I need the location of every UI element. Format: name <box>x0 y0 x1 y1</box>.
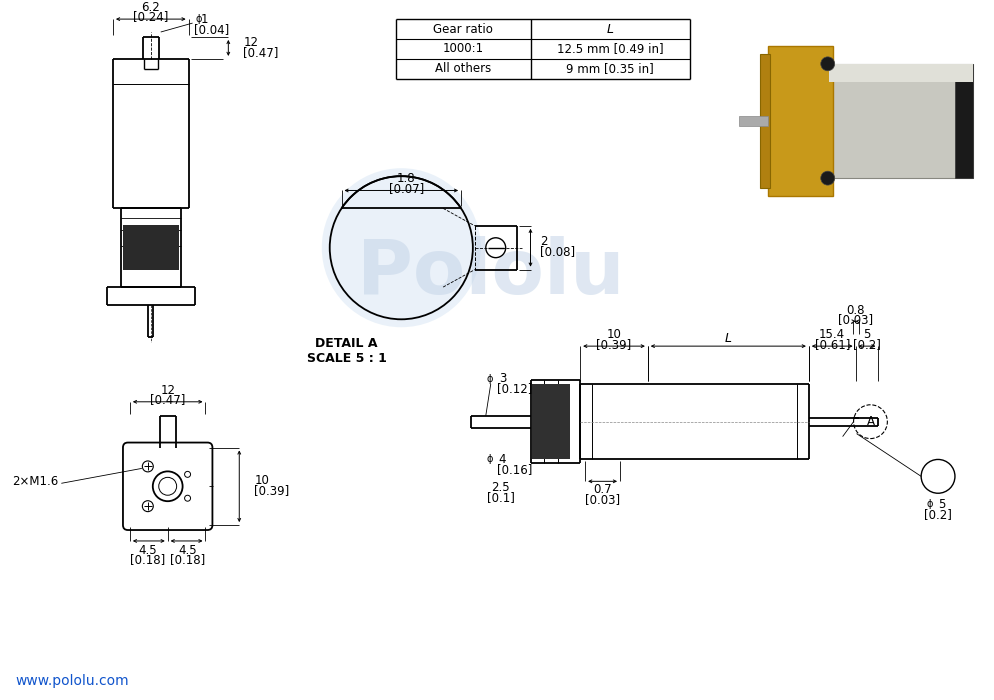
FancyBboxPatch shape <box>123 442 212 530</box>
Text: 10: 10 <box>606 328 621 341</box>
Text: 0.7: 0.7 <box>592 483 610 496</box>
Text: A: A <box>866 415 874 428</box>
Text: 2: 2 <box>540 235 548 248</box>
Circle shape <box>321 168 480 327</box>
Text: 5: 5 <box>863 328 870 341</box>
Text: 0.8: 0.8 <box>846 304 864 317</box>
Bar <box>729 34 982 233</box>
Text: 5: 5 <box>937 498 944 511</box>
Text: 4.5: 4.5 <box>178 545 197 557</box>
Text: [0.2]: [0.2] <box>923 508 951 521</box>
Text: www.pololu.com: www.pololu.com <box>16 674 129 688</box>
Text: [0.18]: [0.18] <box>170 553 205 566</box>
Text: ϕ: ϕ <box>925 499 932 509</box>
Text: 9 mm [0.35 in]: 9 mm [0.35 in] <box>566 62 653 76</box>
Bar <box>759 54 769 188</box>
Text: Pololu: Pololu <box>357 236 624 309</box>
Text: [0.08]: [0.08] <box>540 245 575 258</box>
Text: 12.5 mm [0.49 in]: 12.5 mm [0.49 in] <box>557 43 663 55</box>
Bar <box>767 46 832 196</box>
Bar <box>123 225 179 270</box>
Bar <box>828 64 972 82</box>
Text: All others: All others <box>434 62 491 76</box>
Text: [0.61]: [0.61] <box>814 337 849 351</box>
Text: L: L <box>724 332 731 344</box>
Text: 15.4: 15.4 <box>818 328 845 341</box>
Text: 1000:1: 1000:1 <box>442 43 483 55</box>
Text: 6.2: 6.2 <box>141 1 160 14</box>
Text: 4.5: 4.5 <box>138 545 157 557</box>
Text: [0.18]: [0.18] <box>130 553 165 566</box>
Text: ϕ: ϕ <box>486 454 492 464</box>
Text: 1: 1 <box>201 13 208 26</box>
Text: [0.39]: [0.39] <box>595 337 631 351</box>
Text: [0.03]: [0.03] <box>837 313 873 326</box>
Text: [0.1]: [0.1] <box>486 491 514 504</box>
Text: [0.07]: [0.07] <box>389 182 423 195</box>
Text: [0.47]: [0.47] <box>150 393 185 406</box>
Text: ϕ: ϕ <box>196 14 202 24</box>
Text: L: L <box>606 22 613 36</box>
Circle shape <box>820 172 834 185</box>
Text: [0.12]: [0.12] <box>496 382 532 396</box>
Text: 10: 10 <box>253 474 268 486</box>
Text: [0.24]: [0.24] <box>133 10 168 22</box>
Text: DETAIL A
SCALE 5 : 1: DETAIL A SCALE 5 : 1 <box>306 337 386 365</box>
Text: 12: 12 <box>243 36 258 50</box>
Text: 1.8: 1.8 <box>397 172 415 185</box>
Text: [0.47]: [0.47] <box>243 46 278 60</box>
Text: [0.04]: [0.04] <box>194 22 229 36</box>
Text: 4: 4 <box>498 453 506 466</box>
Circle shape <box>820 57 834 71</box>
Text: [0.2]: [0.2] <box>852 337 880 351</box>
Bar <box>532 384 570 459</box>
Text: ϕ: ϕ <box>486 374 492 384</box>
Text: 12: 12 <box>160 384 175 398</box>
Text: Gear ratio: Gear ratio <box>433 22 493 36</box>
Text: [0.16]: [0.16] <box>496 463 532 476</box>
Text: [0.39]: [0.39] <box>253 484 289 497</box>
Bar <box>954 64 972 178</box>
Bar <box>828 64 972 178</box>
Text: 2×M1.6: 2×M1.6 <box>12 475 59 488</box>
Bar <box>739 116 767 126</box>
Text: [0.03]: [0.03] <box>583 493 619 505</box>
Text: 2.5: 2.5 <box>491 481 510 493</box>
Text: 3: 3 <box>498 372 506 386</box>
